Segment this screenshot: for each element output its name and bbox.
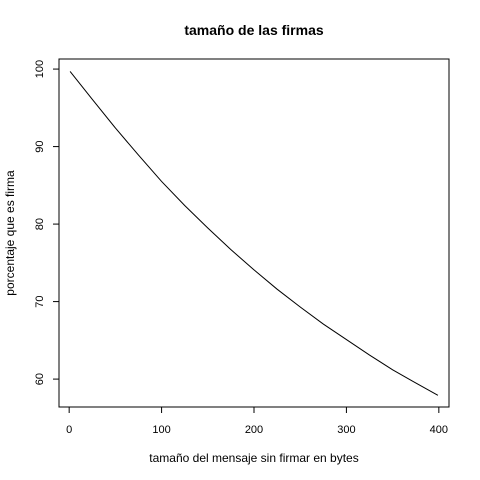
- y-axis: 60 70 80 90 100: [34, 60, 59, 385]
- x-axis: 0 100 200 300 400: [66, 407, 448, 436]
- x-tick-label: 100: [152, 424, 170, 436]
- y-tick-label: 90: [34, 140, 46, 152]
- y-tick-label: 100: [34, 60, 46, 78]
- x-axis-label: tamaño del mensaje sin firmar en bytes: [149, 451, 358, 465]
- y-tick-label: 80: [34, 218, 46, 230]
- plot-frame: [58, 58, 450, 408]
- x-tick-label: 400: [430, 424, 448, 436]
- x-tick-label: 200: [245, 424, 263, 436]
- y-tick-label: 60: [34, 373, 46, 385]
- y-axis-label: porcentaje que es firma: [3, 170, 17, 296]
- x-tick-label: 0: [66, 424, 72, 436]
- y-tick-label: 70: [34, 295, 46, 307]
- chart-title: tamaño de las firmas: [184, 22, 323, 38]
- series-line: [69, 71, 439, 396]
- x-tick-label: 300: [337, 424, 355, 436]
